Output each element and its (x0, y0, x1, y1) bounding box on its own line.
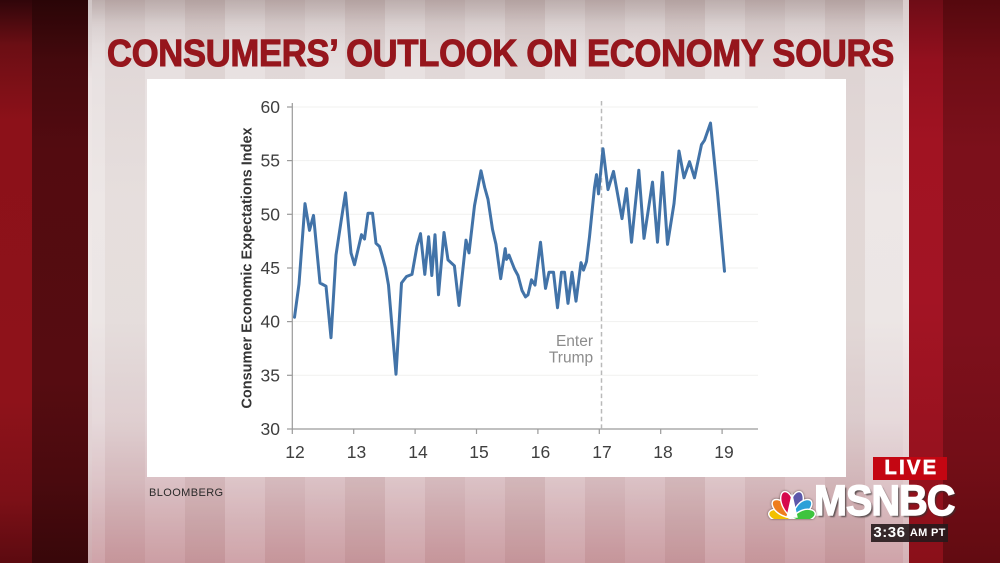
svg-text:18: 18 (653, 442, 672, 462)
svg-text:14: 14 (408, 442, 428, 462)
svg-text:15: 15 (469, 442, 488, 462)
svg-text:Enter: Enter (556, 333, 593, 350)
svg-text:Trump: Trump (549, 350, 593, 367)
svg-text:19: 19 (714, 442, 733, 462)
svg-text:12: 12 (285, 442, 304, 462)
svg-text:30: 30 (261, 419, 281, 439)
svg-text:16: 16 (531, 442, 550, 462)
svg-text:55: 55 (261, 151, 280, 171)
svg-text:17: 17 (592, 442, 611, 462)
svg-text:Consumer Economic Expectations: Consumer Economic Expectations Index (240, 127, 256, 408)
svg-text:40: 40 (261, 312, 281, 332)
svg-text:50: 50 (261, 204, 281, 224)
svg-text:35: 35 (261, 365, 280, 385)
svg-text:45: 45 (261, 258, 280, 278)
svg-text:60: 60 (261, 97, 281, 117)
svg-text:13: 13 (347, 442, 366, 462)
